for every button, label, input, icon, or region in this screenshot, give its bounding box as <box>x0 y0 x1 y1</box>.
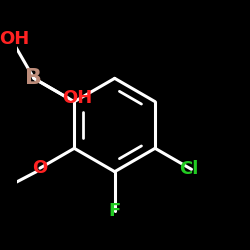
Text: B: B <box>25 68 42 88</box>
Text: OH: OH <box>0 30 29 48</box>
Text: F: F <box>108 202 121 220</box>
Text: OH: OH <box>62 89 93 107</box>
Text: Cl: Cl <box>180 160 199 178</box>
Text: O: O <box>32 159 48 177</box>
